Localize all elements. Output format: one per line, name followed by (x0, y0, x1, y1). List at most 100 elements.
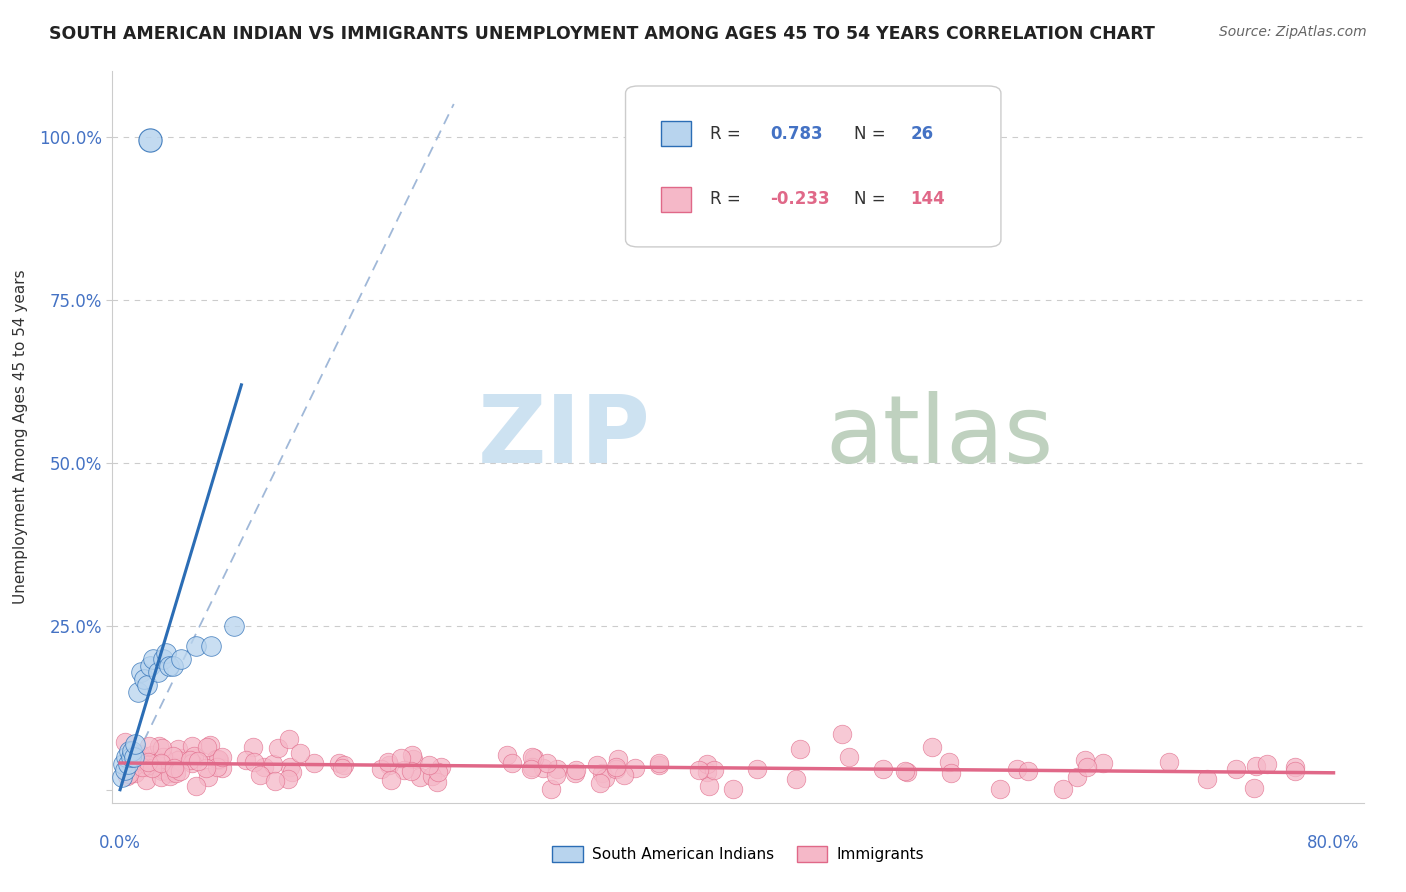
Point (262, 756, 284, 771)
Point (564, 766, 586, 780)
Point (565, 763, 588, 777)
Point (264, 773, 287, 788)
Point (721, 782, 744, 797)
Legend: South American Indians, Immigrants: South American Indians, Immigrants (546, 840, 931, 868)
Point (531, 761, 554, 775)
Point (249, 767, 271, 781)
Point (520, 762, 543, 776)
Point (1092, 756, 1115, 770)
Point (328, 756, 350, 771)
Point (205, 752, 228, 766)
Point (139, 133, 162, 147)
Point (586, 758, 609, 772)
Point (277, 731, 299, 746)
Point (211, 761, 233, 775)
Point (540, 782, 562, 797)
Point (170, 751, 193, 765)
Point (647, 756, 669, 770)
Point (124, 737, 146, 751)
Text: -0.233: -0.233 (770, 190, 830, 209)
Point (399, 764, 422, 778)
Point (605, 762, 627, 776)
Point (785, 772, 807, 787)
Point (136, 755, 159, 769)
Point (520, 750, 543, 764)
Point (124, 755, 146, 769)
Point (114, 763, 136, 777)
Point (872, 763, 894, 777)
Point (135, 760, 157, 774)
Point (183, 749, 205, 764)
Point (546, 762, 568, 776)
Point (696, 757, 718, 772)
Point (302, 756, 325, 770)
Point (1076, 759, 1098, 773)
Point (181, 756, 204, 771)
Point (591, 766, 613, 780)
Point (988, 782, 1011, 797)
Point (1243, 781, 1265, 796)
Point (235, 753, 257, 767)
Point (186, 754, 208, 768)
Text: Source: ZipAtlas.com: Source: ZipAtlas.com (1219, 25, 1367, 39)
Point (536, 756, 558, 770)
Point (242, 740, 264, 755)
Point (120, 750, 142, 764)
Point (166, 742, 188, 756)
Point (159, 769, 181, 783)
Text: atlas: atlas (825, 391, 1054, 483)
Point (163, 761, 186, 775)
Point (200, 739, 222, 753)
Point (180, 739, 202, 753)
Point (222, 619, 245, 633)
Point (141, 747, 163, 762)
Point (330, 761, 353, 775)
Point (134, 672, 156, 686)
Point (184, 639, 207, 653)
Point (195, 739, 218, 754)
Point (380, 772, 402, 787)
Point (139, 658, 162, 673)
Point (1066, 770, 1088, 784)
Point (593, 771, 616, 785)
Point (155, 646, 177, 660)
Point (152, 755, 174, 769)
Point (394, 763, 416, 777)
Point (1074, 753, 1097, 767)
Point (1017, 764, 1039, 778)
Point (623, 761, 645, 775)
Point (146, 665, 169, 680)
Point (696, 764, 718, 779)
Point (179, 754, 201, 768)
Point (409, 770, 432, 784)
Point (938, 755, 960, 769)
Text: N =: N = (853, 125, 891, 143)
Point (131, 760, 153, 774)
FancyBboxPatch shape (661, 120, 692, 146)
Point (112, 756, 135, 771)
Point (389, 751, 412, 765)
Point (278, 760, 301, 774)
Point (281, 764, 304, 779)
Point (211, 750, 233, 764)
Point (838, 749, 860, 764)
Point (1225, 763, 1247, 777)
Point (1157, 755, 1180, 769)
Point (138, 739, 160, 753)
FancyBboxPatch shape (661, 186, 692, 212)
Point (1284, 760, 1306, 774)
Point (117, 756, 139, 771)
Point (1256, 756, 1278, 771)
Point (747, 762, 769, 776)
Point (148, 739, 170, 753)
Point (648, 758, 671, 772)
Point (1005, 763, 1028, 777)
Point (207, 760, 229, 774)
Text: 0.783: 0.783 (770, 125, 823, 143)
Point (523, 751, 546, 765)
Point (613, 768, 636, 782)
Point (688, 763, 710, 777)
Text: SOUTH AMERICAN INDIAN VS IMMIGRANTS UNEMPLOYMENT AMONG AGES 45 TO 54 YEARS CORRE: SOUTH AMERICAN INDIAN VS IMMIGRANTS UNEM… (49, 25, 1156, 43)
Point (522, 760, 544, 774)
Point (150, 756, 173, 771)
